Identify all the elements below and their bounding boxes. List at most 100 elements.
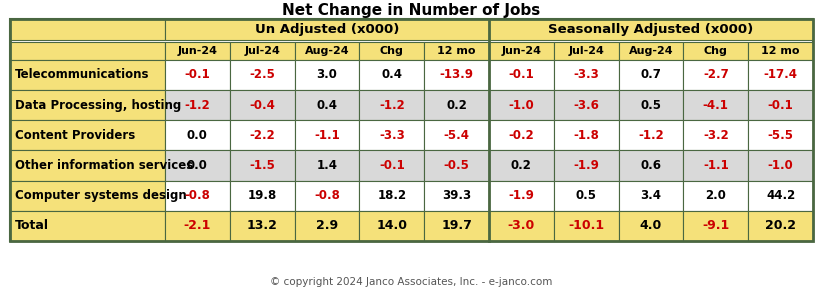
- FancyBboxPatch shape: [554, 211, 619, 241]
- FancyBboxPatch shape: [10, 211, 165, 241]
- Text: Jun-24: Jun-24: [501, 46, 542, 56]
- FancyBboxPatch shape: [424, 120, 489, 150]
- Text: 0.2: 0.2: [446, 99, 467, 112]
- FancyBboxPatch shape: [748, 181, 813, 211]
- FancyBboxPatch shape: [683, 120, 748, 150]
- FancyBboxPatch shape: [230, 60, 295, 90]
- Text: Seasonally Adjusted (x000): Seasonally Adjusted (x000): [548, 23, 754, 36]
- FancyBboxPatch shape: [10, 42, 165, 60]
- FancyBboxPatch shape: [165, 19, 489, 40]
- FancyBboxPatch shape: [295, 120, 360, 150]
- FancyBboxPatch shape: [360, 211, 424, 241]
- FancyBboxPatch shape: [295, 150, 360, 181]
- FancyBboxPatch shape: [295, 42, 360, 60]
- FancyBboxPatch shape: [748, 42, 813, 60]
- FancyBboxPatch shape: [165, 60, 230, 90]
- FancyBboxPatch shape: [683, 60, 748, 90]
- Text: -9.1: -9.1: [702, 219, 729, 232]
- Text: Computer systems design: Computer systems design: [15, 189, 187, 202]
- Text: Other information services: Other information services: [15, 159, 193, 172]
- FancyBboxPatch shape: [360, 60, 424, 90]
- Text: Total: Total: [15, 219, 49, 232]
- FancyBboxPatch shape: [165, 90, 230, 120]
- Text: -1.2: -1.2: [638, 129, 664, 142]
- Text: Net Change in Number of Jobs: Net Change in Number of Jobs: [282, 3, 541, 17]
- Text: Data Processing, hosting: Data Processing, hosting: [15, 99, 181, 112]
- FancyBboxPatch shape: [619, 181, 683, 211]
- Text: -0.1: -0.1: [509, 68, 534, 81]
- Text: -0.1: -0.1: [184, 68, 210, 81]
- Text: -0.1: -0.1: [379, 159, 405, 172]
- FancyBboxPatch shape: [165, 181, 230, 211]
- FancyBboxPatch shape: [295, 90, 360, 120]
- Text: -1.2: -1.2: [184, 99, 210, 112]
- Text: 0.5: 0.5: [576, 189, 597, 202]
- FancyBboxPatch shape: [489, 42, 554, 60]
- FancyBboxPatch shape: [424, 150, 489, 181]
- Text: -3.0: -3.0: [508, 219, 535, 232]
- FancyBboxPatch shape: [748, 120, 813, 150]
- FancyBboxPatch shape: [683, 181, 748, 211]
- FancyBboxPatch shape: [748, 90, 813, 120]
- Text: 12 mo: 12 mo: [437, 46, 476, 56]
- FancyBboxPatch shape: [683, 90, 748, 120]
- FancyBboxPatch shape: [554, 42, 619, 60]
- Text: 13.2: 13.2: [247, 219, 277, 232]
- Text: 3.0: 3.0: [317, 68, 337, 81]
- Text: -1.0: -1.0: [768, 159, 793, 172]
- Text: -1.0: -1.0: [509, 99, 534, 112]
- Text: -2.2: -2.2: [249, 129, 275, 142]
- Text: 19.8: 19.8: [248, 189, 277, 202]
- Text: -4.1: -4.1: [703, 99, 728, 112]
- FancyBboxPatch shape: [360, 181, 424, 211]
- FancyBboxPatch shape: [619, 42, 683, 60]
- Text: 4.0: 4.0: [639, 219, 663, 232]
- FancyBboxPatch shape: [360, 120, 424, 150]
- FancyBboxPatch shape: [748, 150, 813, 181]
- FancyBboxPatch shape: [554, 60, 619, 90]
- FancyBboxPatch shape: [424, 90, 489, 120]
- Text: 0.2: 0.2: [511, 159, 532, 172]
- FancyBboxPatch shape: [489, 90, 554, 120]
- Text: 20.2: 20.2: [765, 219, 796, 232]
- FancyBboxPatch shape: [619, 120, 683, 150]
- FancyBboxPatch shape: [619, 90, 683, 120]
- FancyBboxPatch shape: [230, 211, 295, 241]
- Text: -2.5: -2.5: [249, 68, 275, 81]
- Text: -5.5: -5.5: [768, 129, 793, 142]
- FancyBboxPatch shape: [554, 90, 619, 120]
- Text: Aug-24: Aug-24: [629, 46, 673, 56]
- Text: 19.7: 19.7: [441, 219, 472, 232]
- FancyBboxPatch shape: [683, 150, 748, 181]
- FancyBboxPatch shape: [554, 150, 619, 181]
- Text: Content Providers: Content Providers: [15, 129, 135, 142]
- Text: -1.9: -1.9: [574, 159, 599, 172]
- FancyBboxPatch shape: [424, 181, 489, 211]
- FancyBboxPatch shape: [554, 181, 619, 211]
- Text: -1.5: -1.5: [249, 159, 275, 172]
- FancyBboxPatch shape: [165, 120, 230, 150]
- FancyBboxPatch shape: [424, 60, 489, 90]
- Text: 0.6: 0.6: [640, 159, 662, 172]
- FancyBboxPatch shape: [489, 60, 554, 90]
- Text: 0.7: 0.7: [640, 68, 662, 81]
- FancyBboxPatch shape: [230, 120, 295, 150]
- Text: -1.1: -1.1: [314, 129, 340, 142]
- Text: 0.4: 0.4: [381, 68, 402, 81]
- Text: -2.1: -2.1: [184, 219, 211, 232]
- FancyBboxPatch shape: [165, 150, 230, 181]
- FancyBboxPatch shape: [489, 19, 813, 40]
- Text: Chg: Chg: [380, 46, 404, 56]
- FancyBboxPatch shape: [165, 211, 230, 241]
- FancyBboxPatch shape: [619, 60, 683, 90]
- Text: -0.8: -0.8: [184, 189, 211, 202]
- FancyBboxPatch shape: [619, 211, 683, 241]
- FancyBboxPatch shape: [748, 60, 813, 90]
- FancyBboxPatch shape: [683, 211, 748, 241]
- FancyBboxPatch shape: [424, 211, 489, 241]
- FancyBboxPatch shape: [230, 90, 295, 120]
- Text: -3.2: -3.2: [703, 129, 728, 142]
- FancyBboxPatch shape: [489, 120, 554, 150]
- FancyBboxPatch shape: [10, 120, 165, 150]
- FancyBboxPatch shape: [360, 150, 424, 181]
